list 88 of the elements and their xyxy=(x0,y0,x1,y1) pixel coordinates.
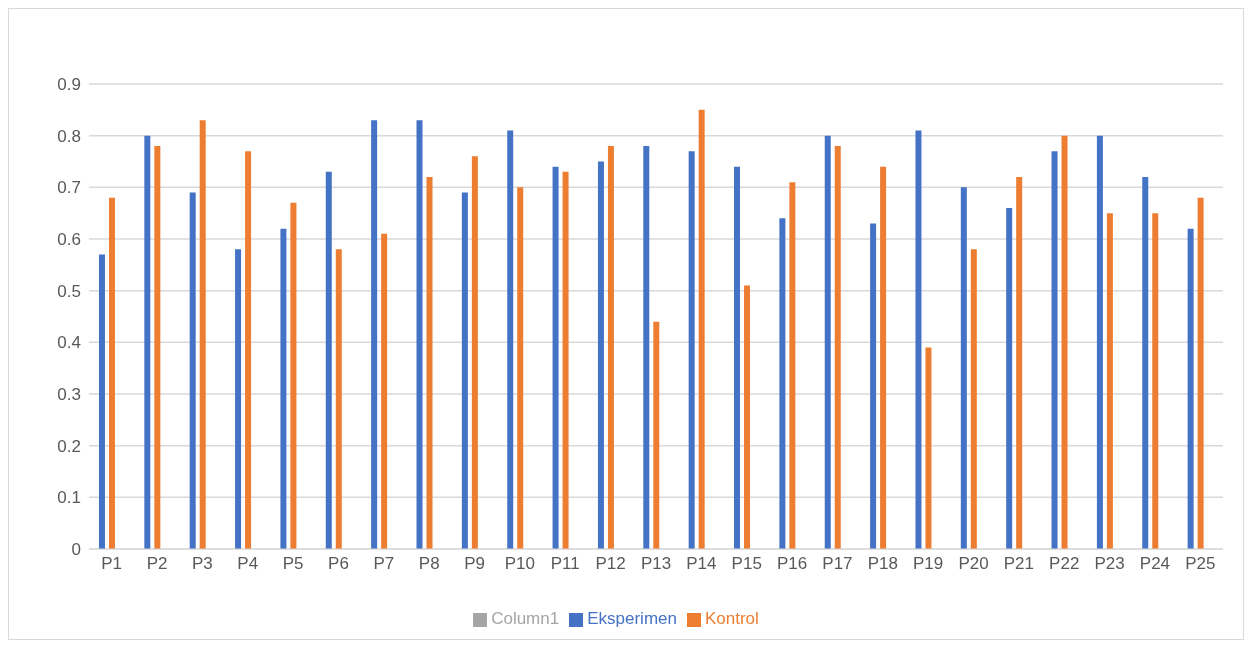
x-tick-label: P3 xyxy=(192,554,213,574)
x-tick-label: P24 xyxy=(1139,554,1171,574)
bar xyxy=(517,187,524,549)
y-tick-label: 0 xyxy=(71,540,81,560)
bar xyxy=(1197,197,1204,549)
y-tick-label: 0.2 xyxy=(57,436,81,456)
bar xyxy=(416,120,423,549)
x-tick-label: P22 xyxy=(1049,554,1080,574)
y-tick-label: 0.4 xyxy=(57,333,81,353)
y-tick-label: 0.1 xyxy=(57,488,81,508)
y-tick-label: 0.7 xyxy=(57,178,81,198)
x-tick-label: P16 xyxy=(776,554,808,574)
x-tick-label: P2 xyxy=(146,554,168,574)
bar xyxy=(471,156,478,549)
y-tick-label: 0.6 xyxy=(57,230,81,250)
x-tick-label: P21 xyxy=(1003,554,1035,574)
bar xyxy=(698,109,705,549)
bar xyxy=(688,151,695,549)
bar xyxy=(461,192,468,549)
x-tick-label: P6 xyxy=(328,554,349,574)
x-tick-label: P18 xyxy=(867,554,898,574)
x-tick-label: P4 xyxy=(237,554,259,574)
y-tick-label: 0.9 xyxy=(57,75,81,95)
bar xyxy=(925,347,932,549)
bar xyxy=(643,146,650,549)
x-tick-label: P13 xyxy=(640,554,672,574)
x-tick-label: P25 xyxy=(1185,554,1216,574)
bar xyxy=(970,249,977,549)
bar xyxy=(607,146,614,549)
bar xyxy=(653,321,660,549)
x-tick-label: P20 xyxy=(958,554,989,574)
bar xyxy=(1142,177,1149,549)
y-tick-label: 0.8 xyxy=(57,126,81,146)
y-tick-label: 0.5 xyxy=(57,281,81,301)
bar xyxy=(235,249,242,549)
bar xyxy=(507,130,514,549)
x-tick-label: P17 xyxy=(822,554,853,574)
bar xyxy=(108,197,115,549)
bar xyxy=(154,146,161,549)
bar xyxy=(1016,177,1023,549)
bar xyxy=(597,161,604,549)
x-tick-label: P15 xyxy=(731,554,762,574)
bar xyxy=(280,228,287,549)
bar xyxy=(960,187,967,549)
bar xyxy=(245,151,252,549)
x-tick-label: P7 xyxy=(373,554,395,574)
bar xyxy=(834,146,841,549)
legend-label: Column1 xyxy=(491,609,560,628)
bar xyxy=(870,223,877,549)
x-tick-label: P14 xyxy=(686,554,717,574)
bar xyxy=(779,218,786,549)
bar xyxy=(789,182,796,549)
bar xyxy=(371,120,378,549)
bar xyxy=(1096,135,1103,549)
bar xyxy=(1152,213,1159,549)
bar xyxy=(562,171,569,549)
bar xyxy=(744,285,751,549)
x-tick-label: P1 xyxy=(101,554,123,574)
bar xyxy=(552,166,559,549)
x-tick-label: P19 xyxy=(913,554,944,574)
x-tick-label: P11 xyxy=(550,554,580,574)
x-tick-label: P8 xyxy=(418,554,440,574)
bar xyxy=(381,233,388,549)
bar xyxy=(325,171,332,549)
bar xyxy=(824,135,831,549)
legend-label: Eksperimen xyxy=(587,609,677,628)
bar xyxy=(1106,213,1113,549)
x-tick-label: P9 xyxy=(464,554,485,574)
legend-label: Kontrol xyxy=(704,609,759,628)
bar xyxy=(1061,135,1068,549)
bar xyxy=(1187,228,1194,549)
bar xyxy=(1006,208,1013,549)
bar xyxy=(144,135,151,549)
x-tick-label: P12 xyxy=(595,554,626,574)
bar xyxy=(880,166,887,549)
bar xyxy=(199,120,206,549)
bar xyxy=(335,249,342,549)
bar xyxy=(426,177,433,549)
bar xyxy=(189,192,196,549)
x-tick-label: P5 xyxy=(282,554,304,574)
bar xyxy=(1051,151,1058,549)
x-tick-label: P23 xyxy=(1094,554,1125,574)
y-tick-label: 0.3 xyxy=(57,385,81,405)
bar xyxy=(915,130,922,549)
x-tick-label: P10 xyxy=(504,554,536,574)
bar xyxy=(734,166,741,549)
bar xyxy=(98,254,105,549)
bar xyxy=(290,202,297,549)
